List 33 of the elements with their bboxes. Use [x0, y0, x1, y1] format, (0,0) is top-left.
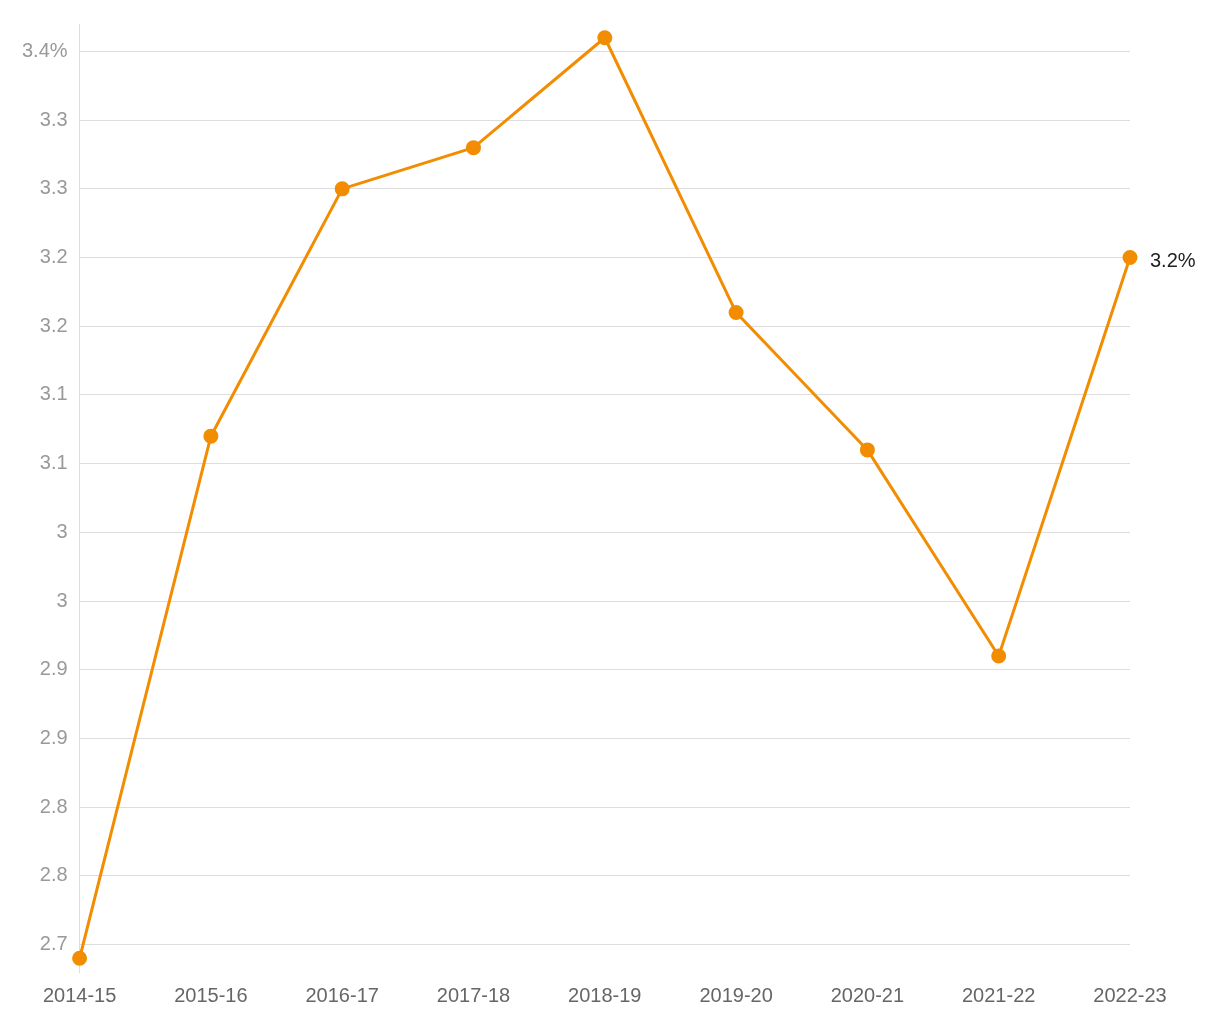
data-label: 3.2% [1150, 249, 1196, 272]
y-tick-label: 2.9 [39, 725, 68, 748]
x-tick-label: 2022-23 [1093, 983, 1167, 1006]
y-tick-label: 3.1 [39, 382, 68, 405]
x-tick-label: 2014-15 [42, 983, 117, 1006]
y-tick-label: 3.1 [39, 451, 68, 474]
y-tick-label: 2.7 [39, 932, 68, 955]
point [728, 305, 744, 321]
x-tick-label: 2017-18 [436, 983, 511, 1006]
x-tick-label: 2020-21 [830, 983, 905, 1006]
point [859, 442, 875, 458]
point [334, 181, 350, 197]
x-tick-label: 2016-17 [305, 983, 379, 1006]
point [597, 30, 613, 46]
y-tick-label: 2.9 [39, 657, 68, 680]
y-tick-label: 3.3 [39, 107, 68, 130]
y-tick-label: 3.2 [39, 313, 68, 336]
x-tick-label: 2019-20 [699, 983, 773, 1006]
point [72, 950, 88, 966]
y-tick-label: 3 [56, 588, 68, 611]
y-tick-label: 3.4% [21, 38, 68, 61]
y-tick-label: 3.3 [39, 176, 68, 199]
x-tick-label: 2018-19 [568, 983, 642, 1006]
x-tick-label: 2015-16 [174, 983, 248, 1006]
point [991, 648, 1007, 664]
x-tick-label: 2021-22 [962, 983, 1036, 1006]
point [465, 140, 481, 156]
y-tick-label: 2.8 [39, 794, 68, 817]
y-tick-label: 2.8 [39, 863, 68, 886]
y-tick-label: 3 [56, 519, 68, 542]
point [1122, 250, 1138, 266]
point [203, 428, 219, 444]
y-tick-label: 3.2 [39, 245, 68, 268]
